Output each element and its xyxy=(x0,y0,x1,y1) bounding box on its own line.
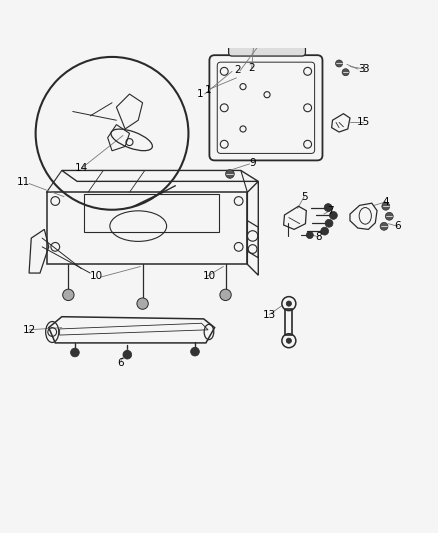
Text: 2: 2 xyxy=(248,63,255,73)
Text: 5: 5 xyxy=(301,192,307,201)
Circle shape xyxy=(336,60,343,67)
Circle shape xyxy=(286,301,291,306)
FancyBboxPatch shape xyxy=(229,31,305,56)
Circle shape xyxy=(235,39,243,47)
Text: 10: 10 xyxy=(89,271,102,281)
Text: 7: 7 xyxy=(327,206,334,216)
Circle shape xyxy=(137,298,148,309)
Text: 6: 6 xyxy=(117,358,124,368)
Text: 13: 13 xyxy=(263,310,276,319)
Circle shape xyxy=(191,348,199,356)
Circle shape xyxy=(291,39,299,47)
Circle shape xyxy=(123,350,132,359)
Circle shape xyxy=(382,203,390,210)
Circle shape xyxy=(249,39,257,47)
Text: 9: 9 xyxy=(249,158,256,167)
Text: 3: 3 xyxy=(362,64,369,74)
Text: 12: 12 xyxy=(22,325,36,335)
Text: 11: 11 xyxy=(17,177,30,187)
Circle shape xyxy=(286,338,291,343)
Circle shape xyxy=(277,39,285,47)
Text: 2: 2 xyxy=(234,65,241,75)
Circle shape xyxy=(220,289,231,301)
Text: 15: 15 xyxy=(357,117,370,127)
Circle shape xyxy=(324,204,332,212)
Text: 1: 1 xyxy=(205,85,212,95)
Circle shape xyxy=(63,289,74,301)
Text: 6: 6 xyxy=(395,221,401,231)
Text: 10: 10 xyxy=(203,271,216,281)
Circle shape xyxy=(226,169,234,179)
Circle shape xyxy=(325,220,333,227)
Text: 4: 4 xyxy=(382,197,389,207)
Text: 14: 14 xyxy=(75,163,88,173)
Circle shape xyxy=(329,212,337,220)
Text: 3: 3 xyxy=(358,64,365,74)
Circle shape xyxy=(321,227,328,235)
Circle shape xyxy=(342,69,349,76)
Circle shape xyxy=(71,348,79,357)
Circle shape xyxy=(380,222,388,230)
Circle shape xyxy=(385,212,393,220)
Text: 1: 1 xyxy=(197,89,204,99)
Text: 8: 8 xyxy=(315,232,322,242)
Circle shape xyxy=(263,39,271,47)
Circle shape xyxy=(306,231,313,239)
